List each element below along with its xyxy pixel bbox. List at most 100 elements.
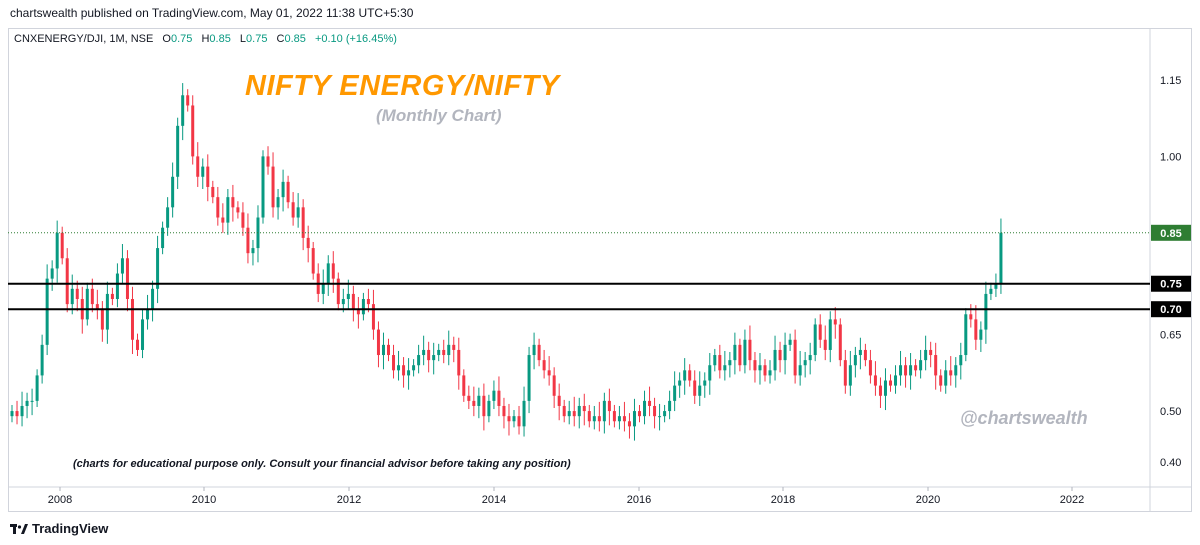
- candle-body: [171, 176, 175, 208]
- candle-body: [823, 339, 827, 350]
- candle: [181, 83, 185, 141]
- candle-body: [492, 390, 496, 401]
- candle: [392, 344, 396, 379]
- candle: [567, 400, 571, 425]
- candle-body: [989, 288, 993, 294]
- candle-body: [894, 375, 898, 386]
- close-label: C: [276, 33, 285, 45]
- candle-body: [95, 304, 99, 310]
- candle-body: [216, 197, 220, 218]
- symbol-name: CNXENERGY/DJI, 1M, NSE: [14, 33, 154, 45]
- candle: [632, 398, 636, 441]
- candle: [979, 321, 983, 352]
- candle-body: [718, 355, 722, 371]
- candle-body: [828, 319, 832, 350]
- candle: [437, 343, 441, 362]
- candle-body: [457, 349, 461, 376]
- candle: [602, 392, 606, 434]
- candle-body: [211, 186, 215, 198]
- candle-body: [497, 390, 501, 406]
- candle-body: [863, 349, 867, 361]
- candle-body: [402, 365, 406, 376]
- candle: [331, 251, 335, 293]
- candle-body: [868, 360, 872, 376]
- candle: [251, 239, 255, 266]
- candle: [115, 263, 119, 308]
- candle: [617, 405, 621, 430]
- candle-body: [281, 181, 285, 198]
- x-tick-label: 2010: [192, 494, 216, 506]
- candle: [371, 289, 375, 340]
- candle-body: [617, 416, 621, 422]
- candle-body: [512, 416, 516, 422]
- candle-body: [65, 258, 69, 305]
- candle-body: [582, 405, 586, 412]
- x-tick-label: 2020: [916, 494, 940, 506]
- candle-body: [392, 355, 396, 371]
- candle-body: [648, 400, 652, 406]
- last-price-label: 0.85: [1160, 228, 1181, 240]
- candle-body: [296, 207, 300, 218]
- candle-body: [944, 370, 948, 386]
- candle: [848, 350, 852, 396]
- candle: [994, 273, 998, 297]
- candle: [85, 282, 89, 326]
- candle: [125, 250, 129, 312]
- candle: [306, 225, 310, 263]
- candle-body: [201, 166, 205, 177]
- candle-body: [351, 293, 355, 310]
- candle-body: [462, 375, 466, 396]
- candle-body: [939, 375, 943, 386]
- candle-body: [668, 400, 672, 412]
- candle-body: [356, 309, 360, 315]
- candle-body: [658, 416, 662, 418]
- candle: [883, 368, 887, 411]
- x-tick-label: 2022: [1060, 494, 1084, 506]
- tradingview-footer[interactable]: TradingView: [10, 521, 108, 536]
- candle: [301, 199, 305, 251]
- candle-body: [186, 95, 190, 106]
- candle: [512, 410, 516, 428]
- candle-body: [311, 248, 315, 274]
- candle: [693, 370, 697, 404]
- footer-brand: TradingView: [32, 521, 109, 536]
- candle: [758, 353, 762, 385]
- candle: [50, 260, 54, 291]
- candle: [216, 186, 220, 226]
- candle-body: [196, 156, 200, 177]
- y-tick-label: 1.15: [1160, 75, 1181, 87]
- candle-body: [151, 288, 155, 310]
- candle-body: [959, 355, 963, 366]
- candle: [361, 292, 365, 321]
- candle: [773, 335, 777, 381]
- candle: [708, 353, 712, 395]
- candle: [929, 341, 933, 368]
- candle: [577, 397, 581, 429]
- candle: [673, 371, 677, 412]
- candle: [336, 272, 340, 311]
- candle: [597, 401, 601, 432]
- candle: [954, 357, 958, 388]
- level-badge-label: 0.70: [1160, 304, 1181, 316]
- candle: [487, 394, 491, 423]
- candle-body: [703, 380, 707, 386]
- change-value: +0.10 (+16.45%): [314, 33, 397, 45]
- candle: [356, 296, 360, 329]
- candle: [643, 390, 647, 425]
- candle: [492, 380, 496, 410]
- candle: [256, 205, 260, 263]
- candle: [547, 356, 551, 386]
- price-badges: 0.75 0.70 0.85: [1151, 224, 1191, 318]
- candle-body: [361, 299, 365, 315]
- candle-body: [40, 344, 44, 376]
- candle: [351, 285, 355, 322]
- candle: [10, 404, 14, 423]
- candle-body: [146, 309, 150, 320]
- candle: [542, 349, 546, 379]
- candle-body: [743, 339, 747, 366]
- candle: [974, 305, 978, 350]
- candle: [949, 356, 953, 386]
- candle: [838, 318, 842, 367]
- candle: [663, 404, 667, 423]
